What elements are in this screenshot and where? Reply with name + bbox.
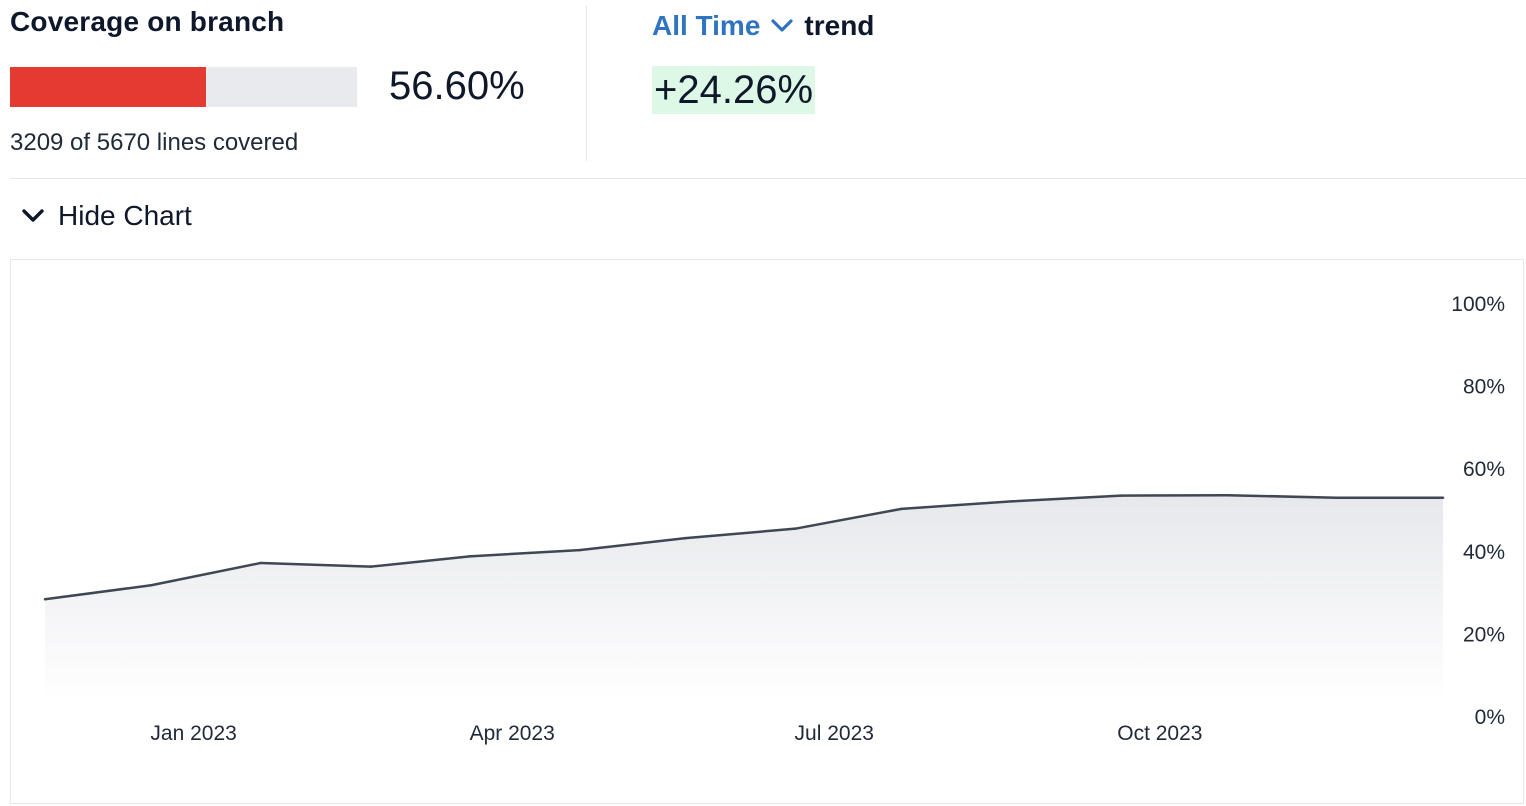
coverage-line-segment (43, 584, 153, 601)
coverage-chart: 0% 20% 40% 60% 80% 100% Jan 2023 Apr 2023 Jul 2… (10, 259, 1524, 804)
coverage-line-segment (578, 536, 687, 552)
data-point[interactable] (897, 505, 905, 513)
data-point[interactable] (575, 546, 583, 554)
hide-chart-label: Hide Chart (58, 200, 192, 231)
trend-label: trend (804, 10, 875, 41)
data-point[interactable] (1333, 494, 1341, 502)
coverage-line-segment (468, 548, 581, 558)
trend-change-badge: +24.26% (652, 66, 816, 114)
coverage-line-segment (684, 527, 797, 540)
coverage-title: Coverage on branch (10, 6, 285, 37)
coverage-line-segment (1009, 494, 1123, 503)
data-point[interactable] (1439, 494, 1447, 502)
data-point[interactable] (466, 552, 474, 560)
coverage-line-segment (1225, 493, 1339, 499)
coverage-line-segment (794, 507, 903, 530)
y-axis-tick-label: 60% (1463, 458, 1505, 481)
data-point[interactable] (682, 534, 690, 542)
chevron-down-icon (771, 19, 794, 32)
data-point[interactable] (791, 525, 799, 533)
y-axis-tick-label: 100% (1451, 293, 1505, 316)
coverage-line-segment (900, 500, 1013, 511)
data-point[interactable] (257, 559, 265, 567)
y-axis-tick-label: 0% (1475, 706, 1505, 729)
x-axis-tick-label: Jul 2023 (795, 722, 874, 745)
data-point[interactable] (147, 581, 155, 589)
x-axis-tick-label: Oct 2023 (1117, 722, 1202, 745)
data-point[interactable] (367, 563, 375, 571)
section-divider (10, 178, 1526, 179)
coverage-line-segment (369, 555, 471, 568)
vertical-divider (586, 6, 587, 161)
coverage-progress-bar (10, 67, 357, 107)
y-axis-tick-label: 20% (1463, 623, 1505, 646)
time-range-label: All Time (652, 10, 761, 41)
data-point[interactable] (1117, 492, 1125, 500)
coverage-progress-fill (10, 67, 207, 107)
coverage-lines-count: 3209 of 5670 lines covered (10, 129, 299, 156)
y-axis-tick-label: 80% (1463, 376, 1505, 399)
hide-chart-toggle[interactable]: Hide Chart (20, 200, 192, 232)
chevron-down-icon (22, 209, 44, 222)
time-range-dropdown[interactable]: All Time (652, 10, 804, 42)
coverage-line-segment (259, 561, 372, 568)
data-point[interactable] (1223, 491, 1231, 499)
coverage-summary: Coverage on branch 56.60% 3209 of 5670 l… (0, 0, 1526, 178)
x-axis-tick-label: Jan 2023 (150, 722, 236, 745)
data-point[interactable] (41, 595, 49, 603)
coverage-area (45, 495, 1443, 700)
y-axis-tick-label: 40% (1463, 541, 1505, 564)
coverage-line-segment (149, 561, 263, 587)
x-axis-tick-label: Apr 2023 (470, 722, 555, 745)
trend-header: All Time trend (652, 10, 874, 42)
coverage-chart-svg: 0% 20% 40% 60% 80% 100% Jan 2023 Apr 2023 Jul 2… (41, 293, 1505, 745)
coverage-percent: 56.60% (389, 64, 525, 108)
data-point[interactable] (1007, 497, 1015, 505)
